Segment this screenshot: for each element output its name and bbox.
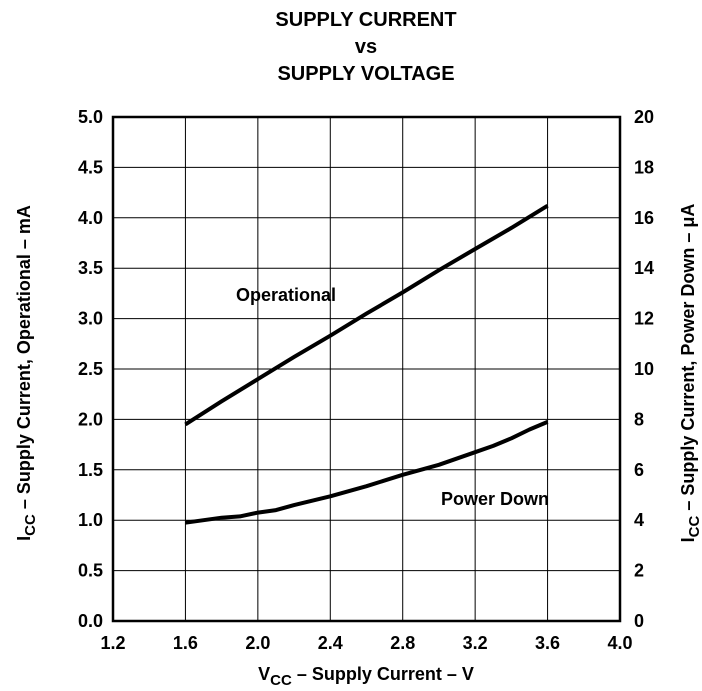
y-left-tick-label: 1.5: [78, 460, 103, 480]
y-right-tick-label: 2: [634, 561, 644, 581]
y-right-tick-label: 20: [634, 107, 654, 127]
axis-label-subscript: CC: [270, 672, 292, 689]
y-left-tick-label: 3.5: [78, 258, 103, 278]
y-left-tick-label: 0.0: [78, 611, 103, 631]
y-axis-left-ticks: 0.0 0.5 1.0 1.5 2.0 2.5 3.0 3.5 4.0 4.5 5.0: [78, 107, 103, 631]
axis-label-text: – Supply Current – V: [292, 664, 474, 684]
title-line: SUPPLY VOLTAGE: [277, 63, 454, 85]
x-tick-label: 2.4: [318, 633, 343, 653]
y-axis-right-label: ICC – Supply Current, Power Down – μA: [678, 204, 702, 543]
y-axis-left-label: ICC – Supply Current, Operational – mA: [14, 205, 39, 541]
y-right-tick-label: 12: [634, 309, 654, 329]
x-tick-label: 2.0: [245, 633, 270, 653]
x-tick-label: 1.2: [100, 633, 125, 653]
series-label-operational: Operational: [236, 285, 336, 305]
y-right-tick-label: 0: [634, 611, 644, 631]
y-right-tick-label: 14: [634, 258, 654, 278]
x-tick-label: 1.6: [173, 633, 198, 653]
title-line: vs: [355, 36, 377, 58]
y-left-tick-label: 2.0: [78, 409, 103, 429]
y-right-tick-label: 10: [634, 359, 654, 379]
grid-lines: [113, 117, 620, 621]
y-left-tick-label: 4.5: [78, 157, 103, 177]
axis-label-text: – Supply Current, Operational – mA: [14, 205, 34, 514]
y-right-tick-label: 6: [634, 460, 644, 480]
y-right-tick-label: 8: [634, 409, 644, 429]
y-left-tick-label: 3.0: [78, 309, 103, 329]
chart-title: SUPPLY CURRENT vs SUPPLY VOLTAGE: [275, 9, 456, 85]
y-left-tick-label: 0.5: [78, 561, 103, 581]
y-left-tick-label: 2.5: [78, 359, 103, 379]
axis-label-subscript: CC: [22, 514, 39, 536]
axis-label-text: – Supply Current, Power Down – μA: [678, 204, 698, 516]
x-tick-label: 2.8: [390, 633, 415, 653]
x-axis-label: VCC – Supply Current – V: [258, 664, 474, 689]
y-right-tick-label: 18: [634, 157, 654, 177]
x-tick-label: 3.6: [535, 633, 560, 653]
y-right-tick-label: 16: [634, 208, 654, 228]
series-line-operational: [185, 206, 547, 425]
x-tick-label: 3.2: [463, 633, 488, 653]
axis-label-symbol: V: [258, 664, 270, 684]
series-label-power-down: Power Down: [441, 489, 549, 509]
y-left-tick-label: 4.0: [78, 208, 103, 228]
x-axis-ticks: 1.2 1.6 2.0 2.4 2.8 3.2 3.6 4.0: [100, 633, 632, 653]
y-left-tick-label: 5.0: [78, 107, 103, 127]
y-right-tick-label: 4: [634, 510, 644, 530]
series-lines: [185, 206, 547, 523]
y-left-tick-label: 1.0: [78, 510, 103, 530]
y-axis-right-ticks: 0 2 4 6 8 10 12 14 16 18 20: [634, 107, 654, 631]
title-line: SUPPLY CURRENT: [275, 9, 456, 31]
axis-label-subscript: CC: [686, 516, 702, 538]
x-tick-label: 4.0: [607, 633, 632, 653]
